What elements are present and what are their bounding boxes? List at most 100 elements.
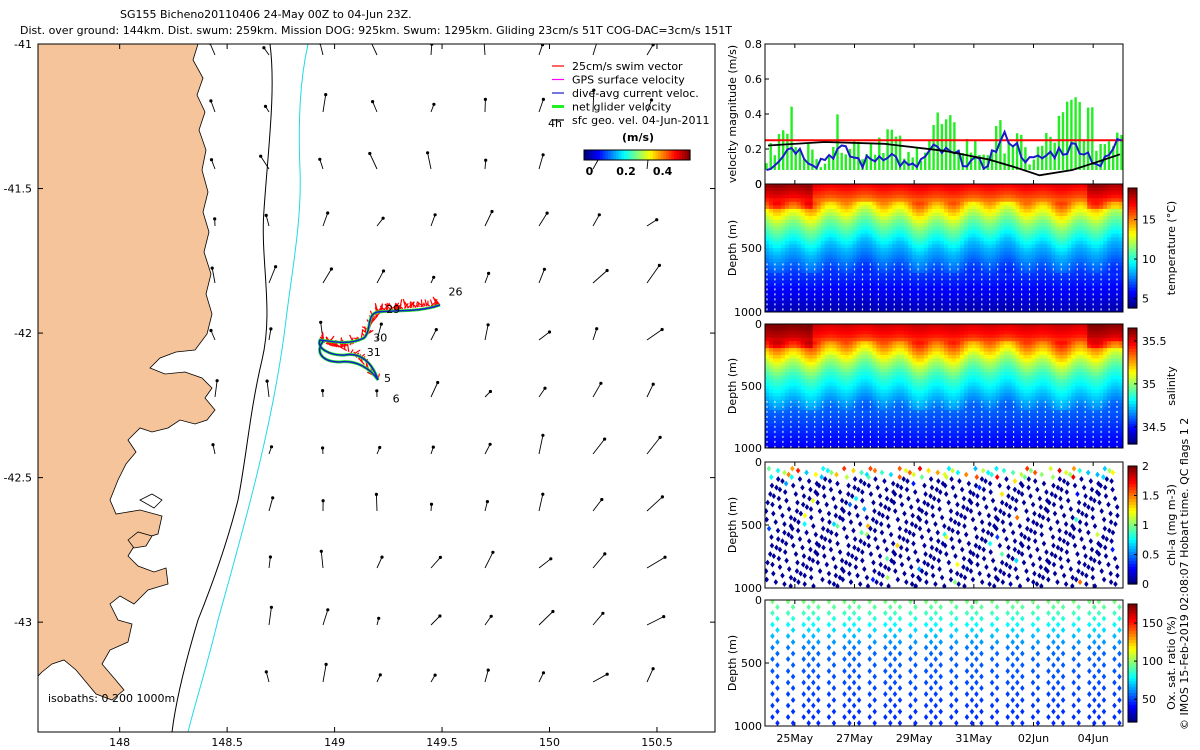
section-cell	[816, 330, 822, 335]
section-cell	[955, 269, 961, 274]
panel-colorbar-cell	[1128, 209, 1137, 213]
section-cell	[896, 304, 901, 309]
section-cell	[792, 248, 798, 253]
section-cell	[828, 226, 834, 231]
section-cell	[792, 272, 798, 277]
section-cell	[892, 208, 897, 213]
section-cell	[1107, 205, 1112, 210]
section-cell	[904, 230, 909, 235]
section-cell	[852, 283, 857, 288]
section-cell	[979, 208, 985, 213]
section-cell	[820, 301, 826, 306]
section-cell	[808, 280, 814, 285]
section-cell	[868, 194, 873, 199]
section-cell	[1059, 201, 1064, 206]
section-cell	[820, 184, 826, 189]
section-cell	[1055, 294, 1060, 299]
section-cell	[784, 437, 790, 442]
section-cell	[788, 379, 794, 384]
section-cell	[1091, 212, 1096, 217]
section-cell	[765, 208, 770, 213]
section-cell	[836, 219, 842, 224]
section-cell	[856, 233, 861, 238]
section-cell	[816, 361, 822, 366]
section-cell	[1011, 191, 1017, 196]
section-cell	[979, 290, 985, 295]
section-cell	[991, 255, 997, 260]
section-cell	[975, 262, 981, 267]
section-cell	[808, 269, 814, 274]
section-cell	[1091, 301, 1096, 306]
section-cell	[904, 276, 909, 281]
section-cell	[1023, 184, 1029, 189]
section-cell	[792, 379, 798, 384]
section-cell	[804, 392, 810, 397]
section-cell	[959, 216, 965, 221]
sfc-velocity-arrow	[376, 217, 384, 227]
section-cell	[800, 290, 806, 295]
title-line-1: SG155 Bicheno20110406 24-May 00Z to 04-J…	[120, 8, 412, 21]
section-cell	[896, 280, 901, 285]
section-cell	[784, 265, 790, 270]
section-cell	[840, 348, 846, 353]
section-cell	[1035, 283, 1040, 288]
section-cell	[1007, 283, 1013, 288]
section-cell	[1099, 208, 1104, 213]
section-cell	[1035, 212, 1040, 217]
section-cell	[816, 208, 822, 213]
section-cell	[1047, 290, 1052, 295]
section-cell	[900, 201, 905, 206]
section-cell	[1055, 212, 1060, 217]
section-cell	[1079, 272, 1084, 277]
section-cell	[876, 301, 881, 306]
section-cell	[912, 219, 917, 224]
section-cell	[892, 194, 897, 199]
section-cell	[928, 283, 933, 288]
section-cell	[967, 208, 973, 213]
isobaths-label: isobaths: 0 200 1000m	[48, 692, 175, 705]
section-cell	[1043, 244, 1048, 249]
sfc-velocity-arrowhead	[211, 443, 215, 447]
section-cell	[1027, 216, 1033, 221]
section-cell	[1119, 283, 1123, 288]
section-cell	[888, 297, 893, 302]
section-cell	[1039, 244, 1044, 249]
section-cell	[848, 272, 854, 277]
section-cell	[848, 240, 854, 245]
sfc-velocity-arrow	[538, 558, 552, 569]
section-cell	[856, 396, 861, 401]
section-cell	[860, 219, 865, 224]
panel-colorbar-cell	[1128, 191, 1137, 195]
section-cell	[776, 226, 782, 231]
section-cell	[784, 386, 790, 390]
section-cell	[1111, 201, 1116, 206]
section-cell	[892, 280, 897, 285]
section-cell	[1091, 233, 1096, 238]
section-cell	[1039, 194, 1044, 199]
panel-colorbar-cell	[1128, 275, 1137, 279]
legend-4h: 4h	[548, 117, 562, 130]
section-cell	[995, 230, 1001, 235]
section-cell	[1115, 201, 1120, 206]
section-cell	[880, 348, 885, 353]
section-cell	[820, 361, 826, 366]
section-cell	[828, 205, 834, 210]
section-cell	[880, 248, 885, 253]
section-cell	[967, 248, 973, 253]
sfc-velocity-arrow	[209, 44, 216, 56]
section-cell	[808, 258, 814, 263]
section-cell	[844, 244, 850, 249]
section-cell	[780, 233, 786, 238]
section-cell	[824, 344, 830, 349]
section-cell	[1063, 191, 1068, 196]
section-cell	[784, 304, 790, 309]
section-cell	[912, 205, 917, 210]
section-cell	[832, 372, 838, 377]
section-cell	[868, 269, 873, 274]
sfc-velocity-arrowhead	[426, 151, 430, 155]
section-cell	[856, 365, 861, 370]
section-cell	[900, 191, 905, 196]
section-cell	[1119, 226, 1123, 231]
section-cell	[983, 184, 989, 189]
